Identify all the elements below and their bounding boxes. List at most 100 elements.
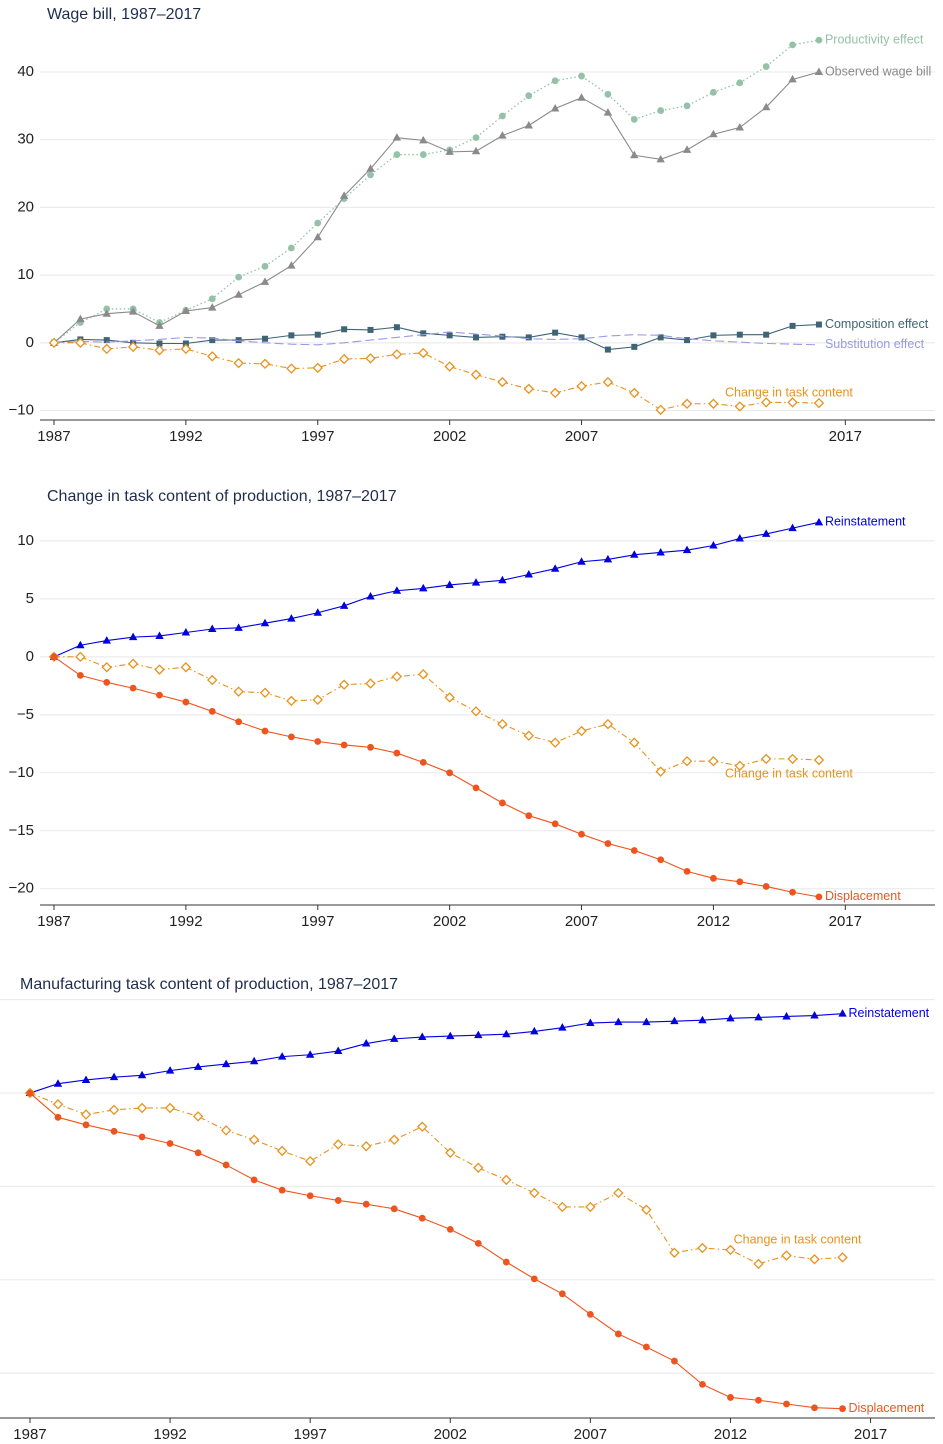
point [391, 349, 403, 360]
point [470, 706, 482, 717]
point [109, 1072, 119, 1081]
point [192, 1111, 204, 1122]
point [603, 108, 613, 116]
point [76, 314, 85, 323]
point [809, 1254, 820, 1265]
point [578, 72, 585, 80]
point [419, 758, 427, 766]
point [339, 191, 349, 199]
x-tick-label: 2012 [697, 913, 730, 930]
x-tick-label: 1997 [301, 913, 334, 930]
point [26, 1089, 34, 1097]
point [656, 154, 665, 163]
point [82, 1121, 90, 1129]
point [788, 523, 797, 532]
series-label: Change in task content [725, 766, 853, 780]
series: Reinstatement [49, 515, 906, 660]
point [755, 1396, 762, 1404]
chart-title: Change in task content of production, 19… [47, 488, 397, 505]
point [736, 878, 744, 886]
y-tick-label: −20 [9, 880, 34, 897]
point [102, 309, 111, 317]
point [392, 586, 402, 594]
point [154, 345, 165, 356]
point [103, 337, 110, 344]
point [761, 529, 771, 537]
series-line [53, 656, 819, 773]
point [287, 733, 295, 741]
point [550, 104, 560, 112]
x-tick-label: 1987 [13, 1426, 46, 1443]
point [698, 1015, 707, 1024]
x-tick-label: 2012 [714, 1426, 747, 1443]
point [630, 847, 638, 854]
point [341, 326, 348, 333]
point [233, 686, 244, 697]
point [499, 112, 506, 120]
point [338, 353, 350, 365]
point [839, 1405, 846, 1413]
point [165, 1066, 175, 1074]
point [682, 145, 692, 153]
series-label: Composition effect [825, 317, 929, 331]
point [53, 1079, 63, 1087]
point [472, 784, 480, 792]
point [101, 343, 112, 355]
point [789, 888, 796, 896]
point [445, 580, 454, 588]
series: Displacement [50, 653, 901, 903]
point [471, 146, 481, 155]
point [670, 1016, 679, 1025]
point [305, 1050, 315, 1058]
point [577, 93, 586, 101]
y-tick-label: −10 [9, 764, 34, 781]
series-line [29, 1092, 843, 1410]
point [136, 1102, 148, 1114]
series-line [29, 1013, 843, 1094]
series-label: Change in task content [734, 1233, 862, 1247]
point [470, 369, 482, 380]
point [314, 738, 322, 745]
point [549, 737, 561, 748]
x-tick-label: 2007 [574, 1426, 607, 1443]
point [418, 669, 429, 680]
point [641, 1204, 652, 1215]
y-tick-label: 40 [17, 63, 34, 80]
point [444, 692, 455, 703]
point [524, 570, 533, 578]
y-tick-label: 0 [26, 334, 34, 351]
point [683, 867, 691, 875]
point [419, 135, 428, 144]
point [813, 754, 825, 766]
point [710, 332, 717, 339]
point [551, 77, 559, 85]
point [306, 1192, 314, 1200]
point [814, 67, 824, 75]
point [208, 295, 216, 303]
point [754, 1012, 763, 1021]
point [365, 678, 376, 689]
point [550, 564, 560, 572]
point [604, 90, 612, 98]
point [697, 1242, 708, 1254]
point [604, 346, 611, 353]
point [602, 718, 614, 730]
point [655, 766, 666, 777]
point [417, 1121, 428, 1132]
series: Change in task content [48, 651, 853, 780]
point [736, 331, 743, 338]
point [102, 636, 111, 644]
point [683, 102, 691, 110]
point [137, 1070, 147, 1079]
series-label: Productivity effect [825, 32, 924, 46]
y-tick-label: −5 [17, 706, 34, 723]
y-tick-label: 10 [17, 532, 34, 549]
point [278, 1186, 286, 1194]
point [734, 401, 746, 412]
point [128, 632, 138, 641]
point [313, 608, 322, 616]
point [614, 1017, 623, 1026]
point [222, 1161, 230, 1169]
point [287, 244, 295, 252]
point [193, 1062, 203, 1070]
